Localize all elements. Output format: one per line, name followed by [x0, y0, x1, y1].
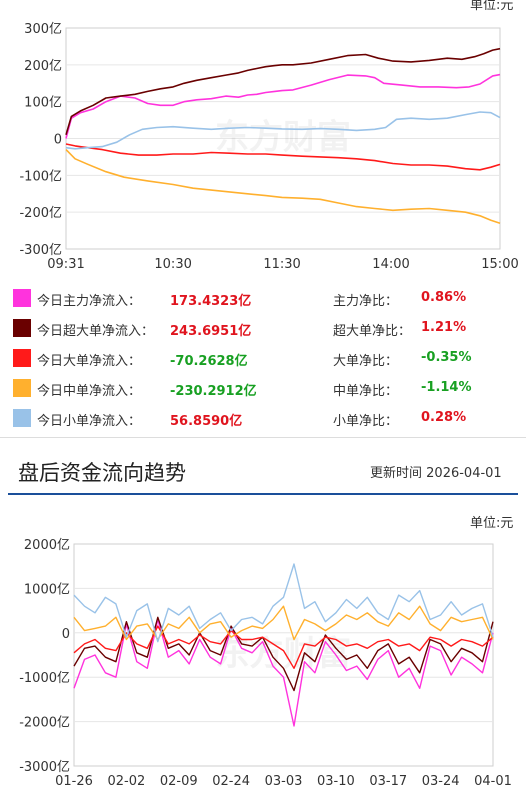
legend-value: 173.4323亿 [170, 294, 252, 309]
x-tick-label: 02-24 [212, 774, 250, 789]
y-tick-label: -1000亿 [19, 671, 70, 686]
legend-ratio-name: 小单净比： [333, 414, 399, 429]
legend-ratio-name: 超大单净比： [333, 324, 412, 339]
legend-swatch [13, 319, 31, 337]
y-tick-label: -3000亿 [19, 760, 70, 775]
series-line-super [73, 616, 494, 692]
section-title: 盘后资金流向趋势 [18, 461, 186, 485]
series-line-large [65, 143, 501, 171]
updated-time: 更新时间 2026-04-01 [370, 462, 502, 481]
legend-name: 今日小单净流入： [37, 414, 142, 429]
series-line-super [65, 47, 501, 136]
legend-ratio-value: -0.35% [421, 350, 472, 365]
legend-ratio-value: 0.86% [421, 290, 467, 305]
legend-swatch [13, 379, 31, 397]
y-tick-label: -100亿 [19, 169, 62, 184]
x-tick-label: 15:00 [481, 257, 518, 272]
series-line-medium [65, 149, 501, 225]
legend-ratio-value: -1.14% [421, 380, 472, 395]
legend-row: 今日主力净流入： 173.4323亿 主力净比： 0.86% [0, 285, 526, 315]
x-tick-label: 04-01 [474, 774, 512, 789]
legend-ratio-name: 大单净比： [333, 354, 399, 369]
y-tick-label: 200亿 [24, 59, 62, 74]
legend-swatch [13, 349, 31, 367]
y-tick-label: -300亿 [19, 243, 62, 258]
legend-ratio-value: 1.21% [421, 320, 467, 335]
y-tick-label: 2000亿 [24, 538, 70, 553]
legend-ratio-value: 0.28% [421, 410, 467, 425]
legend-ratio-name: 主力净比： [333, 294, 399, 309]
legend-row: 今日中单净流入： -230.2912亿 中单净比： -1.14% [0, 375, 526, 405]
series-line-main [73, 618, 494, 727]
plot-frame [73, 543, 494, 767]
legend-value: -230.2912亿 [170, 384, 257, 399]
y-tick-label: 300亿 [24, 22, 62, 37]
x-tick-label: 14:00 [372, 257, 409, 272]
updated-date: 2026-04-01 [426, 466, 502, 481]
series-line-small [73, 563, 494, 643]
legend-swatch [13, 289, 31, 307]
x-tick-label: 11:30 [263, 257, 300, 272]
x-tick-label: 03-10 [317, 774, 355, 789]
legend-name: 今日大单净流入： [37, 354, 142, 369]
x-tick-label: 02-02 [107, 774, 145, 789]
legend-name: 今日主力净流入： [37, 294, 142, 309]
legend-value: 56.8590亿 [170, 414, 243, 429]
legend-row: 今日超大单净流入： 243.6951亿 超大单净比： 1.21% [0, 315, 526, 345]
legend-name: 今日中单净流入： [37, 384, 142, 399]
legend-row: 今日大单净流入： -70.2628亿 大单净比： -0.35% [0, 345, 526, 375]
x-tick-label: 03-03 [265, 774, 303, 789]
unit-label: 单位:元 [470, 0, 514, 13]
legend-row: 今日小单净流入： 56.8590亿 小单净比： 0.28% [0, 405, 526, 435]
legend-swatch [13, 409, 31, 427]
y-tick-label: 0 [62, 627, 70, 642]
x-tick-label: 09:31 [47, 257, 84, 272]
section-underline [8, 493, 518, 495]
series-line-medium [73, 605, 494, 641]
y-tick-label: 100亿 [24, 96, 62, 111]
series-line-main [65, 73, 501, 139]
series-line-large [73, 625, 494, 669]
unit-label-bottom: 单位:元 [470, 516, 514, 531]
y-tick-label: 0 [54, 133, 62, 148]
legend-ratio-name: 中单净比： [333, 384, 399, 399]
series-line-small [65, 111, 501, 150]
updated-label: 更新时间 [370, 466, 423, 481]
watermark: 东方财富 [215, 118, 351, 158]
legend-value: 243.6951亿 [170, 324, 252, 339]
y-tick-label: -2000亿 [19, 716, 70, 731]
y-tick-label: 1000亿 [24, 582, 70, 597]
legend-value: -70.2628亿 [170, 354, 248, 369]
x-tick-label: 03-24 [422, 774, 460, 789]
x-tick-label: 02-09 [160, 774, 198, 789]
divider [0, 437, 526, 438]
x-tick-label: 01-26 [55, 774, 93, 789]
y-tick-label: -200亿 [19, 206, 62, 221]
x-tick-label: 10:30 [154, 257, 191, 272]
legend-name: 今日超大单净流入： [37, 324, 155, 339]
x-tick-label: 03-17 [369, 774, 407, 789]
